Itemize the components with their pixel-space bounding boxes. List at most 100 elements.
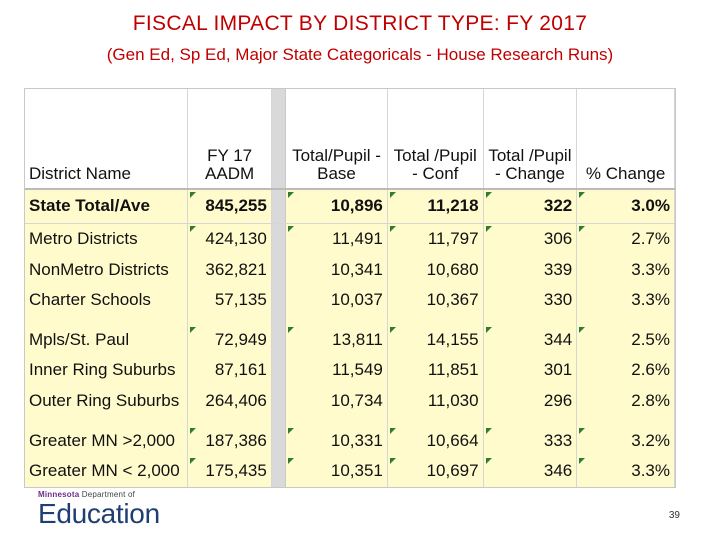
cell-conf: 11,797 — [387, 223, 484, 255]
spacer-cell — [187, 316, 272, 325]
column-separator — [271, 223, 287, 255]
cell-pct-value: 3.3% — [631, 461, 670, 481]
cell-base: 10,331 — [285, 425, 388, 457]
cell-name-value: Inner Ring Suburbs — [29, 360, 176, 380]
column-separator — [271, 355, 287, 387]
cell-conf: 11,851 — [387, 355, 484, 387]
spacer-cell — [187, 416, 272, 426]
cell-name-value: NonMetro Districts — [29, 259, 169, 279]
spacer-cell — [483, 416, 578, 426]
cell-marker-icon — [579, 226, 586, 232]
column-separator — [271, 324, 287, 356]
cell-aadm-value: 72,949 — [214, 329, 267, 349]
cell-marker-icon — [288, 427, 295, 434]
header-pct-change: % Change — [576, 89, 675, 190]
cell-conf: 11,030 — [387, 386, 484, 417]
cell-conf: 10,367 — [387, 285, 484, 317]
cell-marker-icon — [190, 326, 197, 333]
cell-conf: 10,664 — [387, 425, 484, 457]
cell-conf-value: 11,797 — [427, 229, 479, 249]
column-separator — [271, 386, 287, 417]
cell-aadm: 187,386 — [187, 425, 272, 457]
cell-change: 330 — [483, 285, 578, 317]
spacer-cell — [387, 416, 484, 426]
cell-marker-icon — [288, 226, 295, 232]
cell-marker-icon — [485, 226, 492, 232]
cell-name-value: Greater MN >2,000 — [29, 430, 175, 450]
spacer-cell — [483, 316, 578, 325]
header-total-pupil-conf: Total /Pupil - Conf — [387, 89, 484, 190]
cell-base-value: 10,896 — [330, 196, 383, 216]
table-header-row: District Name FY 17 AADM Total/Pupil - B… — [25, 89, 675, 190]
cell-conf-value: 10,697 — [426, 461, 479, 481]
cell-name-value: Metro Districts — [29, 229, 138, 249]
cell-aadm: 362,821 — [187, 254, 272, 286]
cell-change: 346 — [483, 456, 578, 487]
cell-base-value: 10,351 — [330, 461, 383, 481]
cell-conf-value: 11,851 — [427, 360, 479, 380]
cell-pct-value: 2.7% — [631, 229, 670, 249]
logo-education-text: Education — [38, 498, 160, 529]
cell-aadm: 424,130 — [187, 223, 272, 255]
cell-aadm-value: 845,255 — [205, 196, 267, 216]
cell-marker-icon — [579, 192, 586, 198]
cell-marker-icon — [389, 226, 396, 232]
cell-pct: 3.0% — [576, 189, 675, 224]
cell-name-value: Outer Ring Suburbs — [29, 391, 180, 411]
cell-marker-icon — [485, 458, 492, 465]
cell-change-value: 346 — [543, 461, 573, 481]
group-spacer — [25, 416, 675, 426]
cell-conf-value: 14,155 — [426, 329, 479, 349]
spacer-cell — [285, 416, 388, 426]
cell-name: NonMetro Districts — [25, 254, 189, 286]
cell-marker-icon — [485, 427, 492, 434]
cell-aadm: 264,406 — [187, 386, 272, 417]
cell-conf: 11,218 — [387, 189, 484, 224]
cell-change-value: 339 — [543, 259, 573, 279]
cell-pct: 2.5% — [576, 324, 675, 356]
cell-base: 10,341 — [285, 254, 388, 286]
spacer-cell — [271, 316, 287, 325]
table-row: NonMetro Districts 362,821 10,341 10,680 339… — [25, 254, 675, 286]
cell-conf-value: 10,664 — [426, 430, 479, 450]
cell-change: 306 — [483, 223, 578, 255]
cell-base: 10,037 — [285, 285, 388, 317]
cell-marker-icon — [579, 326, 586, 333]
cell-marker-icon — [288, 326, 295, 333]
cell-marker-icon — [579, 427, 586, 434]
cell-name-value: Greater MN < 2,000 — [29, 461, 180, 481]
cell-pct: 2.7% — [576, 223, 675, 255]
cell-pct-value: 2.5% — [631, 329, 670, 349]
cell-aadm: 175,435 — [187, 456, 272, 487]
spacer-cell — [576, 416, 675, 426]
cell-pct: 3.3% — [576, 285, 675, 317]
cell-marker-icon — [389, 192, 396, 198]
cell-aadm-value: 175,435 — [205, 461, 267, 481]
table-row: Metro Districts 424,130 11,491 11,797 306 2.7… — [25, 223, 675, 255]
spacer-cell — [576, 316, 675, 325]
cell-change: 296 — [483, 386, 578, 417]
cell-change-value: 322 — [543, 196, 573, 216]
group-spacer — [25, 316, 675, 325]
cell-base: 11,549 — [285, 355, 388, 387]
column-separator — [271, 89, 287, 190]
cell-change-value: 330 — [543, 290, 573, 310]
cell-change-value: 296 — [543, 391, 573, 411]
cell-pct-value: 2.6% — [631, 360, 670, 380]
cell-marker-icon — [389, 427, 396, 434]
cell-change-value: 306 — [543, 229, 573, 249]
cell-marker-icon — [190, 226, 197, 232]
cell-pct: 3.3% — [576, 254, 675, 286]
cell-base-value: 10,734 — [330, 391, 383, 411]
cell-pct-value: 3.2% — [631, 430, 670, 450]
cell-base-value: 13,811 — [332, 329, 383, 349]
cell-name: Greater MN < 2,000 — [25, 456, 189, 487]
cell-pct-value: 3.3% — [631, 290, 670, 310]
cell-change-value: 344 — [543, 329, 573, 349]
cell-conf-value: 10,680 — [426, 259, 479, 279]
cell-conf: 10,697 — [387, 456, 484, 487]
spacer-cell — [387, 316, 484, 325]
cell-name: Outer Ring Suburbs — [25, 386, 189, 417]
cell-pct: 2.6% — [576, 355, 675, 387]
cell-aadm-value: 57,135 — [214, 290, 267, 310]
